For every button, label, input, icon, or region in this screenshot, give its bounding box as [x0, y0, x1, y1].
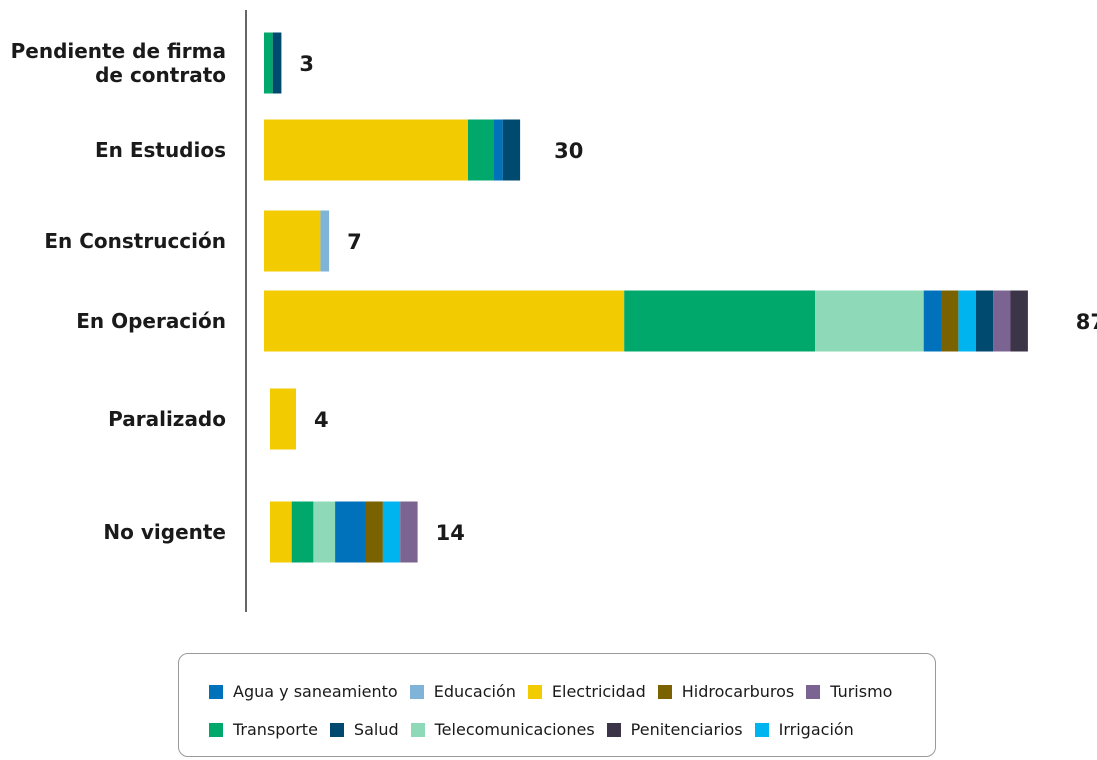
bar-segment-electricidad-3 — [264, 290, 625, 352]
legend-item-irrigacion: Irrigación — [754, 720, 854, 739]
legend-item-educacion: Educación — [409, 682, 516, 701]
legend-swatch — [806, 684, 821, 699]
category-label-line: No vigente — [103, 520, 226, 544]
category-label-5: No vigente — [103, 520, 226, 544]
total-label-0: 3 — [299, 52, 314, 76]
bar-segment-salud-3 — [975, 290, 994, 352]
bar-segment-transporte-1 — [468, 119, 494, 181]
total-label-2: 7 — [347, 230, 362, 254]
bar-segment-irrigacion-5 — [382, 501, 401, 563]
bar-segment-telecom-5 — [313, 501, 336, 563]
bar-segment-transporte-5 — [291, 501, 314, 563]
category-label-3: En Operación — [76, 309, 226, 333]
legend-item-agua: Agua y saneamiento — [209, 682, 398, 701]
bar-segment-electricidad-1 — [264, 119, 468, 181]
total-label-5: 14 — [436, 521, 465, 545]
legend-swatch — [329, 722, 344, 737]
bar-segment-transporte-0 — [264, 32, 273, 94]
bar-segment-electricidad-2 — [264, 210, 321, 272]
total-label-4: 4 — [314, 408, 329, 432]
total-labels: 3 30 7 87 4 14 — [299, 52, 1097, 545]
legend-item-hidrocarburos: Hidrocarburos — [657, 682, 795, 701]
category-labels: Pendiente de firma de contrato En Estudios… — [11, 39, 226, 544]
legend-item-turismo: Turismo — [806, 682, 892, 701]
category-label-0: Pendiente de firma de contrato — [11, 39, 226, 87]
category-label-line: Pendiente de firma — [11, 39, 226, 63]
category-label-line: En Construcción — [44, 229, 226, 253]
legend-swatch — [209, 684, 223, 699]
category-label-line: En Operación — [76, 309, 226, 333]
category-label-line: En Estudios — [95, 138, 226, 162]
legend-swatch — [657, 684, 672, 699]
stacked-bar-chart: Pendiente de firma de contrato En Estudios… — [11, 10, 1097, 612]
legend-label: Irrigación — [778, 720, 854, 739]
legend-swatch — [410, 722, 425, 737]
total-label-3: 87 — [1076, 310, 1097, 334]
legend: Agua y saneamiento Educación Electricidad H… — [178, 653, 936, 757]
bar-segment-hidrocarburos-5 — [365, 501, 383, 563]
legend-item-telecom: Telecomunicaciones — [410, 720, 595, 739]
legend-label: Telecomunicaciones — [434, 720, 595, 739]
legend-row-1: Agua y saneamiento Educación Electricidad H… — [209, 682, 904, 701]
legend-swatch — [754, 722, 769, 737]
bar-segment-salud-1 — [502, 119, 521, 181]
bar-segment-transporte-3 — [624, 290, 816, 352]
category-label-1: En Estudios — [95, 138, 226, 162]
legend-label: Electricidad — [551, 682, 646, 701]
bar-segment-turismo-3 — [993, 290, 1011, 352]
bar-segment-hidrocarburos-3 — [941, 290, 959, 352]
legend-label: Salud — [353, 720, 399, 739]
legend-label: Transporte — [233, 720, 318, 739]
bar-segment-electricidad-4 — [270, 388, 296, 450]
legend-item-salud: Salud — [329, 720, 399, 739]
category-label-2: En Construcción — [44, 229, 226, 253]
legend-label: Penitenciarios — [630, 720, 743, 739]
bar-segment-agua-5 — [335, 501, 366, 563]
bar-segment-salud-0 — [272, 32, 282, 94]
bar-segment-agua-3 — [923, 290, 942, 352]
legend-swatch — [606, 722, 621, 737]
bar-segment-electricidad-5 — [270, 501, 292, 563]
legend-label: Agua y saneamiento — [233, 682, 398, 701]
legend-label: Turismo — [830, 682, 893, 701]
bar-segment-irrigacion-3 — [958, 290, 976, 352]
bar-segment-telecom-3 — [815, 290, 924, 352]
legend-label: Educación — [433, 682, 516, 701]
legend-swatch — [409, 684, 424, 699]
category-label-4: Paralizado — [108, 407, 226, 431]
legend-row-2: Transporte Salud Telecomunicaciones Peniten… — [209, 720, 866, 739]
legend-label: Hidrocarburos — [681, 682, 795, 701]
legend-swatch — [209, 722, 223, 737]
bar-segment-educacion-2 — [320, 210, 330, 272]
legend-swatch — [527, 684, 542, 699]
category-label-line: de contrato — [95, 63, 226, 87]
bar-segment-agua-1 — [494, 119, 503, 181]
legend-item-electricidad: Electricidad — [527, 682, 646, 701]
bar-segment-turismo-5 — [400, 501, 418, 563]
category-label-line: Paralizado — [108, 407, 226, 431]
legend-item-transporte: Transporte — [209, 720, 318, 739]
bar-segment-penitenciarios-3 — [1010, 290, 1028, 352]
legend-item-penitenciarios: Penitenciarios — [606, 720, 743, 739]
total-label-1: 30 — [554, 139, 583, 163]
bars-group — [264, 32, 1028, 563]
